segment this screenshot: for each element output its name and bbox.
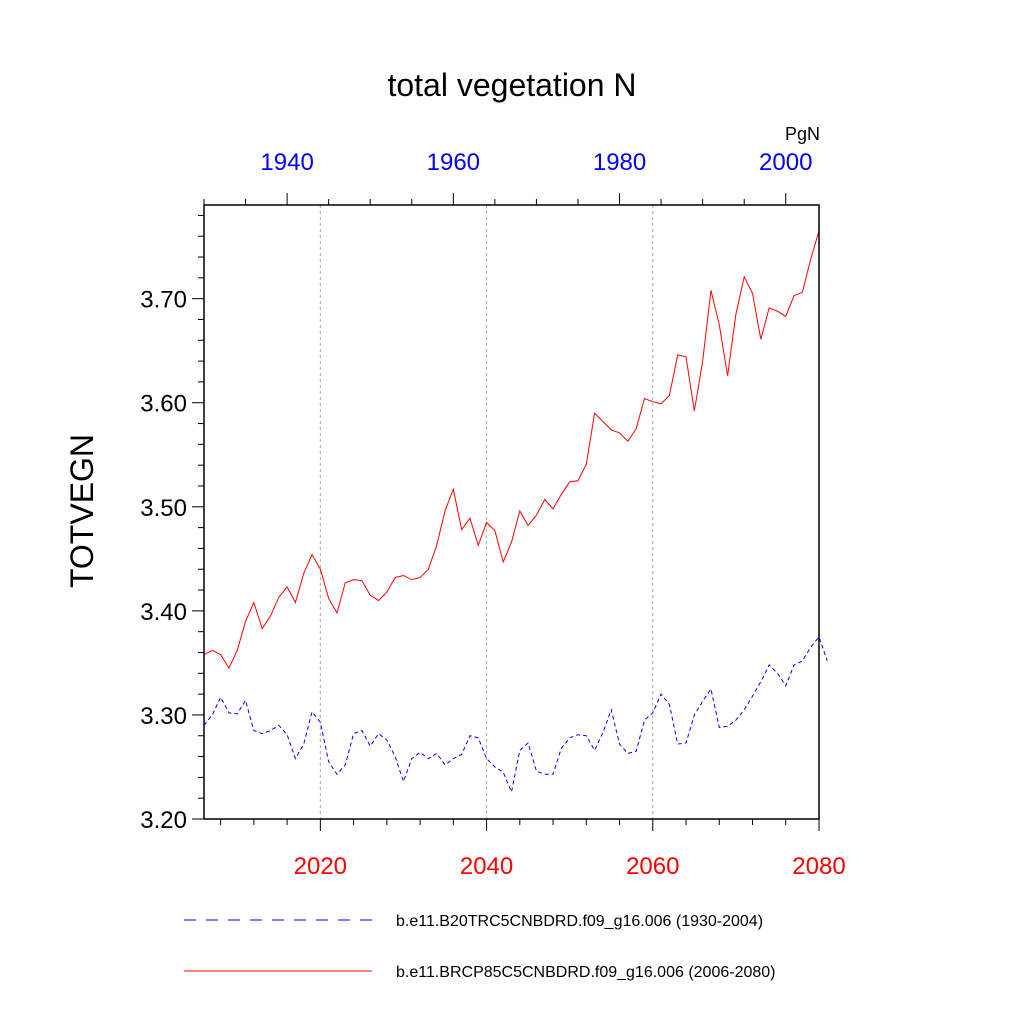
x-top-tick-label: 1960 (427, 149, 480, 176)
plot-frame (203, 204, 820, 820)
y-axis-label: TOTVEGN (64, 434, 100, 588)
series-line-historical (203, 635, 828, 794)
y-tick-label: 3.50 (140, 495, 187, 522)
x-bottom-tick-label: 2080 (792, 853, 845, 880)
grid-lines (319, 205, 654, 819)
y-tick-label: 3.30 (140, 703, 187, 730)
y-tick-label: 3.40 (140, 599, 187, 626)
y-tick-label: 3.70 (140, 287, 187, 314)
y-tick-label: 3.60 (140, 391, 187, 418)
tick-labels: 3.20 3.30 3.40 3.50 3.60 3.70 2020 2040 2060 2080… (140, 149, 845, 880)
x-bottom-tick-label: 2020 (294, 853, 347, 880)
y-tick-label: 3.20 (140, 807, 187, 834)
chart-title: total vegetation N (387, 67, 636, 103)
x-top-tick-label: 1980 (593, 149, 646, 176)
series-line-rcp85 (203, 230, 820, 670)
x-bottom-tick-label: 2060 (626, 853, 679, 880)
legend-label-historical: b.e11.B20TRC5CNBDRD.f09_g16.006 (1930-20… (396, 913, 763, 930)
units-label: PgN (785, 124, 820, 144)
x-top-tick-label: 2000 (759, 149, 812, 176)
x-top-tick-label: 1940 (260, 149, 313, 176)
x-bottom-tick-label: 2040 (460, 853, 513, 880)
legend: b.e11.B20TRC5CNBDRD.f09_g16.006 (1930-20… (184, 913, 775, 981)
series-lines (203, 230, 828, 794)
legend-label-rcp85: b.e11.BRCP85C5CNBDRD.f09_g16.006 (2006-2… (396, 964, 775, 981)
axes (192, 193, 820, 831)
